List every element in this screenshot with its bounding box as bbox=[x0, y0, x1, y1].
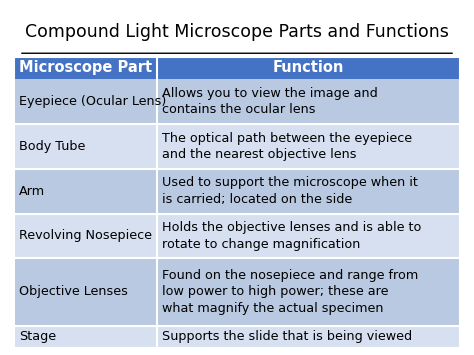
Text: Objective Lenses: Objective Lenses bbox=[19, 285, 128, 299]
Text: Allows you to view the image and
contains the ocular lens: Allows you to view the image and contain… bbox=[162, 87, 377, 116]
Text: Supports the slide that is being viewed: Supports the slide that is being viewed bbox=[162, 330, 411, 343]
Text: Arm: Arm bbox=[19, 185, 45, 198]
FancyBboxPatch shape bbox=[14, 124, 460, 169]
FancyBboxPatch shape bbox=[14, 326, 460, 348]
FancyBboxPatch shape bbox=[14, 169, 460, 214]
FancyBboxPatch shape bbox=[14, 258, 460, 326]
Text: Function: Function bbox=[273, 60, 344, 76]
Text: Body Tube: Body Tube bbox=[19, 140, 85, 153]
Text: Eyepiece (Ocular Lens): Eyepiece (Ocular Lens) bbox=[19, 95, 166, 108]
Text: The optical path between the eyepiece
and the nearest objective lens: The optical path between the eyepiece an… bbox=[162, 132, 411, 161]
Text: Revolving Nosepiece: Revolving Nosepiece bbox=[19, 229, 152, 242]
FancyBboxPatch shape bbox=[14, 214, 460, 258]
Text: Compound Light Microscope Parts and Functions: Compound Light Microscope Parts and Func… bbox=[25, 23, 449, 41]
Text: Microscope Part: Microscope Part bbox=[19, 60, 152, 76]
Text: Stage: Stage bbox=[19, 330, 56, 343]
Text: Holds the objective lenses and is able to
rotate to change magnification: Holds the objective lenses and is able t… bbox=[162, 221, 421, 251]
Text: Found on the nosepiece and range from
low power to high power; these are
what ma: Found on the nosepiece and range from lo… bbox=[162, 269, 418, 315]
FancyBboxPatch shape bbox=[14, 57, 460, 79]
Text: Used to support the microscope when it
is carried; located on the side: Used to support the microscope when it i… bbox=[162, 176, 418, 206]
FancyBboxPatch shape bbox=[14, 79, 460, 124]
